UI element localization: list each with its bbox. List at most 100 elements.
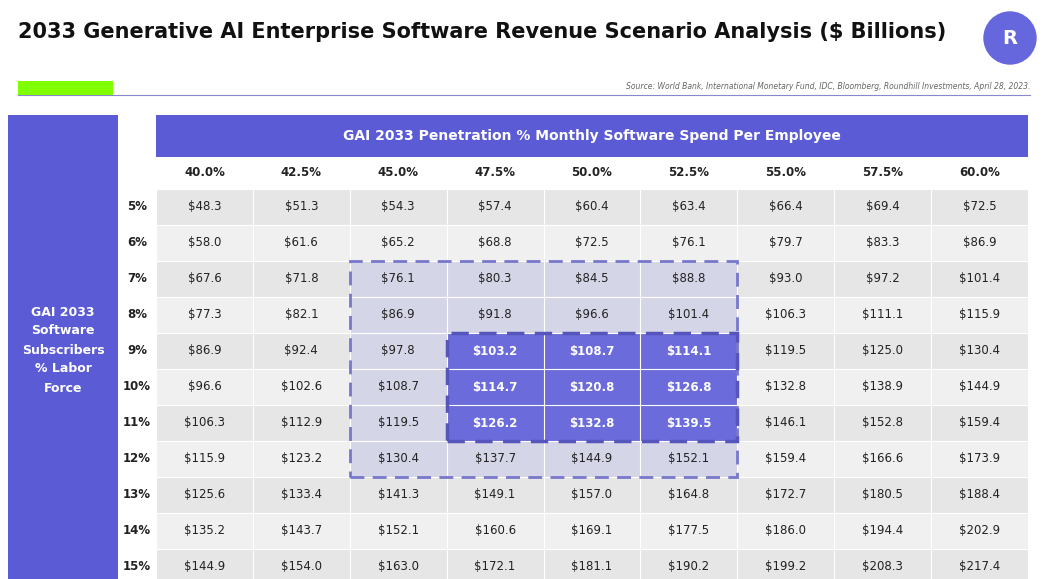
Bar xyxy=(156,115,1028,157)
Text: $115.9: $115.9 xyxy=(183,453,225,466)
Text: 12%: 12% xyxy=(123,453,151,466)
Text: $102.6: $102.6 xyxy=(281,380,322,394)
Text: $181.1: $181.1 xyxy=(571,560,613,574)
Text: 57.5%: 57.5% xyxy=(863,167,903,179)
Text: 15%: 15% xyxy=(123,560,151,574)
Text: $92.4: $92.4 xyxy=(284,345,319,357)
Text: $172.7: $172.7 xyxy=(765,489,806,501)
Text: 13%: 13% xyxy=(123,489,151,501)
Text: $202.9: $202.9 xyxy=(959,525,1000,537)
Text: $152.1: $152.1 xyxy=(377,525,419,537)
Text: $48.3: $48.3 xyxy=(188,200,221,214)
Text: $69.4: $69.4 xyxy=(866,200,899,214)
Text: $163.0: $163.0 xyxy=(377,560,419,574)
Text: $160.6: $160.6 xyxy=(475,525,516,537)
Text: $177.5: $177.5 xyxy=(669,525,709,537)
Text: $108.7: $108.7 xyxy=(377,380,419,394)
Text: $126.8: $126.8 xyxy=(667,380,712,394)
Text: $76.1: $76.1 xyxy=(672,236,705,250)
Text: $93.0: $93.0 xyxy=(769,273,803,285)
Text: $67.6: $67.6 xyxy=(188,273,221,285)
Text: 55.0%: 55.0% xyxy=(765,167,806,179)
Text: $101.4: $101.4 xyxy=(959,273,1000,285)
Text: GAI 2033
Software
Subscribers
% Labor
Force: GAI 2033 Software Subscribers % Labor Fo… xyxy=(22,306,105,394)
Circle shape xyxy=(984,12,1036,64)
Text: $114.7: $114.7 xyxy=(473,380,518,394)
Bar xyxy=(156,189,1028,225)
Bar xyxy=(8,115,118,579)
Text: $137.7: $137.7 xyxy=(475,453,516,466)
Text: $138.9: $138.9 xyxy=(863,380,903,394)
Bar xyxy=(446,405,544,441)
Text: $194.4: $194.4 xyxy=(863,525,903,537)
Text: $112.9: $112.9 xyxy=(281,416,322,430)
Bar xyxy=(156,225,1028,261)
Text: $159.4: $159.4 xyxy=(765,453,806,466)
Text: $86.9: $86.9 xyxy=(963,236,997,250)
Text: $96.6: $96.6 xyxy=(575,309,609,321)
Bar xyxy=(18,81,113,95)
Text: $72.5: $72.5 xyxy=(575,236,609,250)
Text: 52.5%: 52.5% xyxy=(669,167,709,179)
Text: 11%: 11% xyxy=(123,416,151,430)
Text: $96.6: $96.6 xyxy=(188,380,221,394)
Text: $123.2: $123.2 xyxy=(281,453,322,466)
Text: 47.5%: 47.5% xyxy=(475,167,516,179)
Text: 14%: 14% xyxy=(123,525,151,537)
Text: $114.1: $114.1 xyxy=(667,345,712,357)
Text: $101.4: $101.4 xyxy=(669,309,709,321)
Text: $60.4: $60.4 xyxy=(575,200,609,214)
Text: $120.8: $120.8 xyxy=(569,380,615,394)
Text: $135.2: $135.2 xyxy=(184,525,225,537)
Text: $61.6: $61.6 xyxy=(284,236,319,250)
Text: $149.1: $149.1 xyxy=(475,489,516,501)
Bar xyxy=(544,405,640,441)
Text: $164.8: $164.8 xyxy=(669,489,709,501)
Text: $57.4: $57.4 xyxy=(478,200,511,214)
Text: $166.6: $166.6 xyxy=(863,453,903,466)
Bar xyxy=(640,369,738,405)
Text: $126.2: $126.2 xyxy=(473,416,518,430)
Text: $82.1: $82.1 xyxy=(284,309,319,321)
Bar xyxy=(156,333,1028,369)
Text: 2033 Generative AI Enterprise Software Revenue Scenario Analysis ($ Billions): 2033 Generative AI Enterprise Software R… xyxy=(18,22,946,42)
Text: 5%: 5% xyxy=(127,200,147,214)
Text: $66.4: $66.4 xyxy=(769,200,803,214)
Bar xyxy=(446,333,544,369)
Text: $83.3: $83.3 xyxy=(866,236,899,250)
Text: $72.5: $72.5 xyxy=(963,200,997,214)
Text: 7%: 7% xyxy=(127,273,147,285)
Text: $76.1: $76.1 xyxy=(381,273,415,285)
Text: $125.0: $125.0 xyxy=(863,345,903,357)
Text: 6%: 6% xyxy=(127,236,147,250)
Text: 9%: 9% xyxy=(127,345,147,357)
Bar xyxy=(156,477,1028,513)
Bar xyxy=(156,513,1028,549)
Bar xyxy=(156,369,1028,405)
Text: $144.9: $144.9 xyxy=(183,560,225,574)
Text: $157.0: $157.0 xyxy=(571,489,612,501)
Bar xyxy=(350,261,738,477)
Text: $190.2: $190.2 xyxy=(669,560,709,574)
Text: $103.2: $103.2 xyxy=(473,345,518,357)
Text: $77.3: $77.3 xyxy=(188,309,221,321)
Text: $130.4: $130.4 xyxy=(959,345,1000,357)
Text: 45.0%: 45.0% xyxy=(377,167,419,179)
Text: $79.7: $79.7 xyxy=(769,236,803,250)
Text: $152.8: $152.8 xyxy=(863,416,903,430)
Text: $91.8: $91.8 xyxy=(478,309,511,321)
Text: $144.9: $144.9 xyxy=(571,453,613,466)
Text: $180.5: $180.5 xyxy=(863,489,903,501)
Text: $106.3: $106.3 xyxy=(184,416,225,430)
Text: $71.8: $71.8 xyxy=(284,273,319,285)
Text: 60.0%: 60.0% xyxy=(959,167,1000,179)
Text: Source: World Bank, International Monetary Fund, IDC, Bloomberg, Roundhill Inves: Source: World Bank, International Moneta… xyxy=(626,82,1030,91)
Text: $54.3: $54.3 xyxy=(381,200,415,214)
Text: $119.5: $119.5 xyxy=(765,345,806,357)
Text: $146.1: $146.1 xyxy=(765,416,806,430)
Text: 40.0%: 40.0% xyxy=(184,167,225,179)
Text: $125.6: $125.6 xyxy=(183,489,225,501)
Bar xyxy=(544,333,640,369)
Text: $130.4: $130.4 xyxy=(377,453,419,466)
Text: $154.0: $154.0 xyxy=(281,560,322,574)
